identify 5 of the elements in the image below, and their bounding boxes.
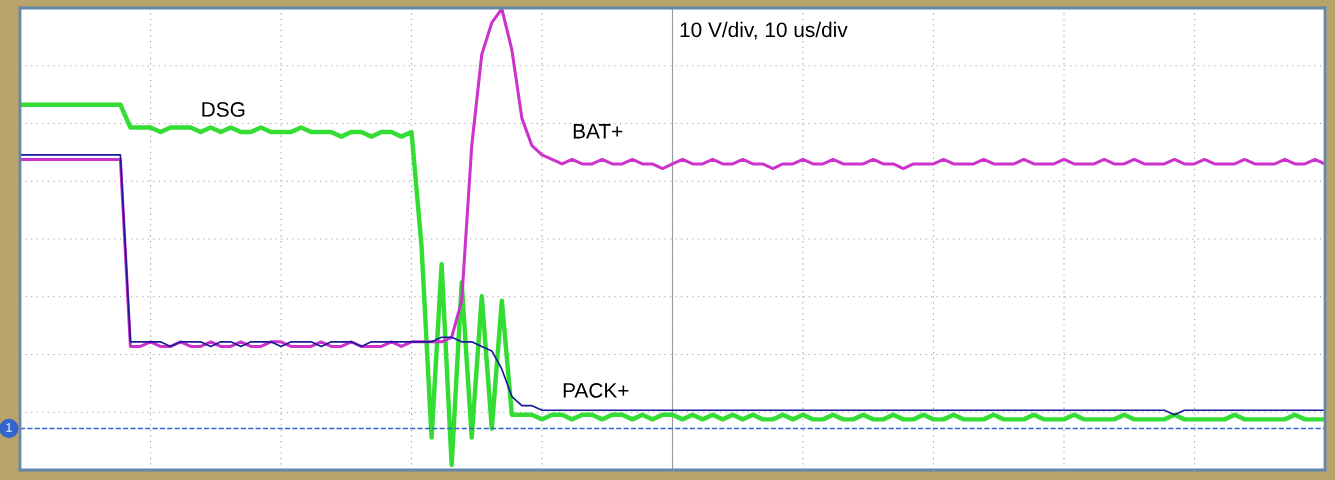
- annotation: 1: [6, 423, 12, 432]
- series-label: PACK+: [563, 383, 629, 398]
- series-label: BAT+: [573, 124, 623, 139]
- annotation: 10 V/div, 10 us/div: [680, 21, 848, 40]
- series-label: DSG: [202, 102, 245, 117]
